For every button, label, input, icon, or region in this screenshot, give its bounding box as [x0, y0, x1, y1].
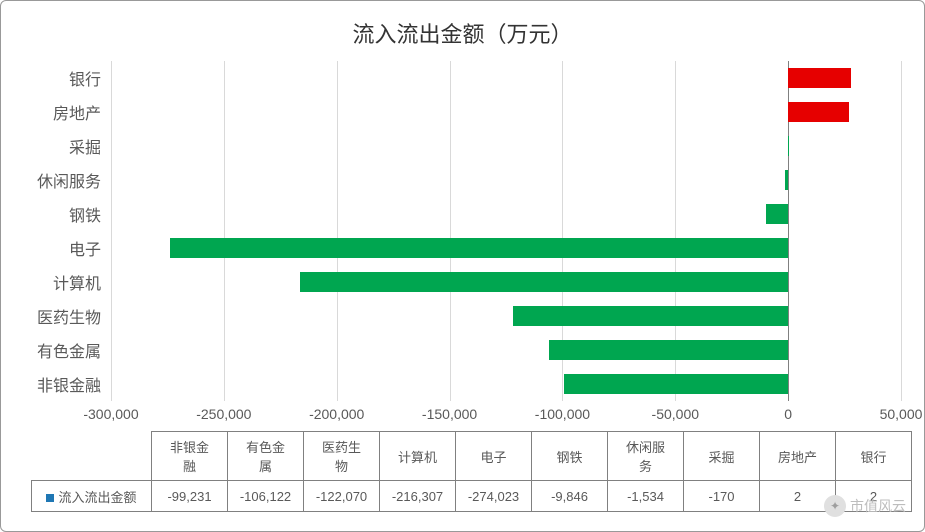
table-cell: 2: [836, 481, 912, 512]
x-axis-tick-label: -200,000: [309, 406, 364, 422]
x-axis-tick-label: 50,000: [880, 406, 923, 422]
y-axis-label: 银行: [1, 66, 101, 90]
bar: [564, 374, 788, 394]
y-axis-label: 采掘: [1, 134, 101, 158]
bar: [788, 68, 851, 88]
x-axis-tick-label: -250,000: [196, 406, 251, 422]
gridline: [111, 61, 112, 401]
table-column-header: 医药生物: [304, 432, 380, 481]
table-row: 流入流出金额 -99,231-106,122-122,070-216,307-27…: [32, 481, 912, 512]
table-cell: -122,070: [304, 481, 380, 512]
plot-area: [111, 61, 901, 401]
table-column-header: 有色金属: [228, 432, 304, 481]
y-axis-label: 有色金属: [1, 338, 101, 362]
table-column-header: 采掘: [684, 432, 760, 481]
table-column-header: 房地产: [760, 432, 836, 481]
bar: [785, 170, 788, 190]
table-column-header: 计算机: [380, 432, 456, 481]
table-cell: -216,307: [380, 481, 456, 512]
table-cell: -170: [684, 481, 760, 512]
y-axis-label: 休闲服务: [1, 168, 101, 192]
table-cell: 2: [760, 481, 836, 512]
y-axis-label: 电子: [1, 236, 101, 260]
gridline: [224, 61, 225, 401]
x-axis-tick-label: -100,000: [535, 406, 590, 422]
data-table: 非银金融有色金属医药生物计算机电子钢铁休闲服务采掘房地产银行流入流出金额 -99,…: [31, 431, 912, 512]
legend-swatch-icon: [46, 494, 54, 502]
bar: [170, 238, 789, 258]
bar: [788, 102, 849, 122]
bar: [766, 204, 788, 224]
x-axis-tick-label: -50,000: [652, 406, 699, 422]
x-axis-tick-label: 0: [784, 406, 792, 422]
y-axis-label: 钢铁: [1, 202, 101, 226]
bar: [513, 306, 789, 326]
table-column-header: 钢铁: [532, 432, 608, 481]
table-column-header: 休闲服务: [608, 432, 684, 481]
y-axis-label: 非银金融: [1, 372, 101, 396]
series-name-label: 流入流出金额: [58, 490, 136, 505]
table-cell: -99,231: [152, 481, 228, 512]
table-cell: -9,846: [532, 481, 608, 512]
table-cell: -274,023: [456, 481, 532, 512]
y-axis-label: 计算机: [1, 270, 101, 294]
gridline: [901, 61, 902, 401]
table-header-row: 非银金融有色金属医药生物计算机电子钢铁休闲服务采掘房地产银行: [32, 432, 912, 481]
chart-container: 流入流出金额（万元） 银行房地产采掘休闲服务钢铁电子计算机医药生物有色金属非银金…: [0, 0, 925, 532]
y-axis-label: 房地产: [1, 100, 101, 124]
bar: [549, 340, 789, 360]
x-axis-tick-label: -150,000: [422, 406, 477, 422]
table-row-label: 流入流出金额: [32, 481, 152, 512]
bar: [788, 136, 789, 156]
table-corner-cell: [32, 432, 152, 481]
table-column-header: 银行: [836, 432, 912, 481]
table-column-header: 非银金融: [152, 432, 228, 481]
chart-title: 流入流出金额（万元）: [15, 17, 910, 49]
table-column-header: 电子: [456, 432, 532, 481]
table-cell: -1,534: [608, 481, 684, 512]
gridline: [450, 61, 451, 401]
y-axis-label: 医药生物: [1, 304, 101, 328]
x-axis-tick-label: -300,000: [83, 406, 138, 422]
gridline: [337, 61, 338, 401]
bar: [300, 272, 788, 292]
table-cell: -106,122: [228, 481, 304, 512]
